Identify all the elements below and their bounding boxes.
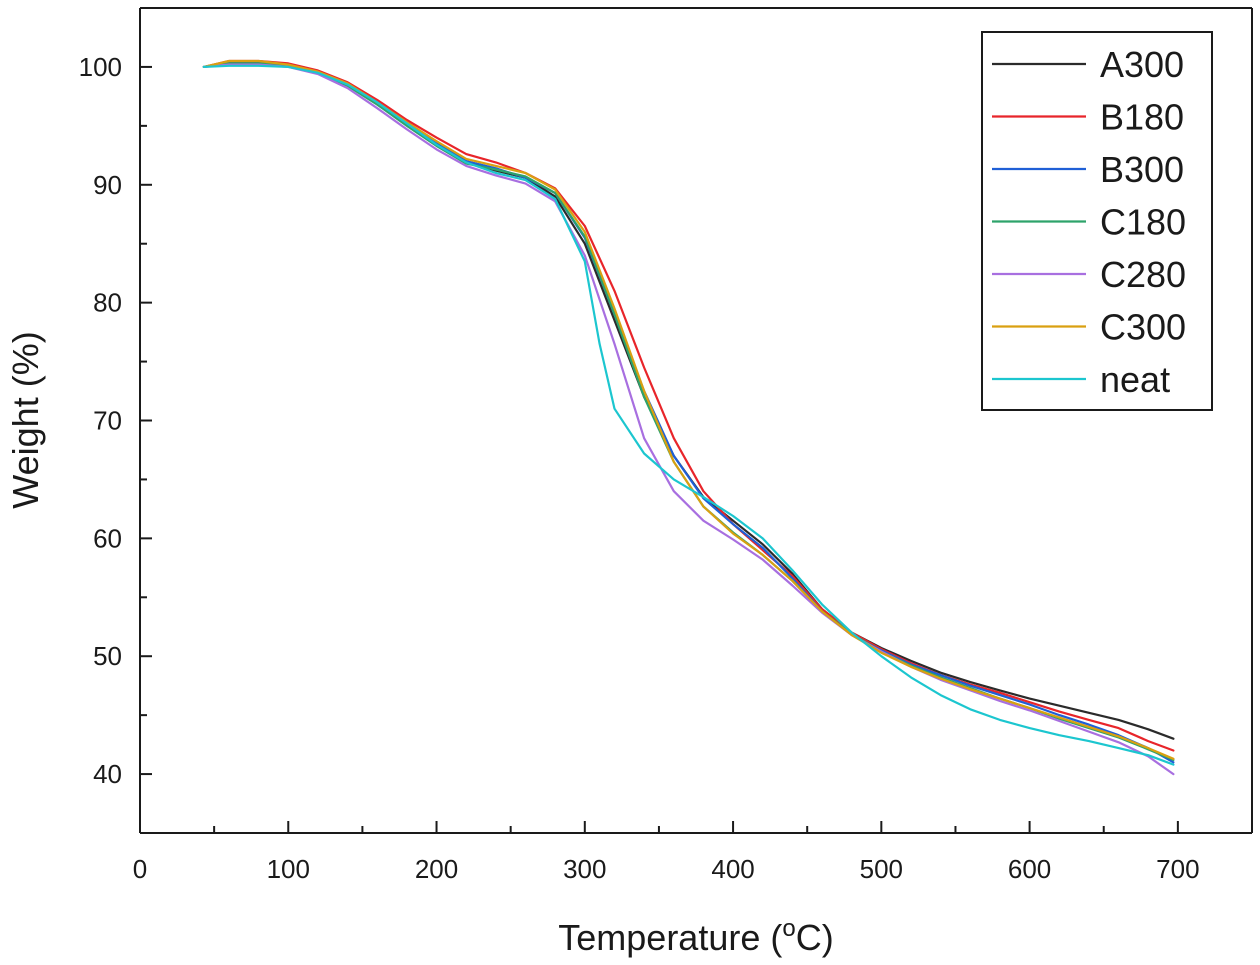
x-axis-title: Temperature (oC) [558,915,833,958]
x-axis-title-degree: o [782,915,795,942]
y-tick-label: 60 [93,523,122,553]
y-tick-label: 40 [93,759,122,789]
legend-label-a300: A300 [1100,44,1184,85]
x-tick-label: 600 [1008,854,1051,884]
x-tick-label: 200 [415,854,458,884]
x-tick-label: 0 [133,854,147,884]
series-line-b180 [202,59,1175,752]
x-tick-label: 700 [1156,854,1199,884]
legend-label-c280: C280 [1100,254,1186,295]
legend-label-neat: neat [1100,359,1170,400]
legend-items: A300 B180 B300 C180 C280 C300 neat [992,44,1186,400]
x-tick-label: 400 [711,854,754,884]
x-axis-title-unit: C) [796,917,834,958]
legend: A300 B180 B300 C180 C280 C300 neat [981,31,1213,411]
series-line-neat [202,64,1175,766]
legend-label-c300: C300 [1100,307,1186,348]
series-line-c280 [202,63,1175,776]
y-tick-label: 70 [93,406,122,436]
y-tick-label: 50 [93,641,122,671]
legend-label-b300: B300 [1100,149,1184,190]
x-tick-label: 500 [860,854,903,884]
series-lines [202,59,1175,776]
y-tick-label: 90 [93,170,122,200]
legend-label-c180: C180 [1100,202,1186,243]
y-tick-label: 80 [93,288,122,318]
x-tick-label: 300 [563,854,606,884]
x-tick-label: 100 [267,854,310,884]
ticks: 0 100 200 300 400 500 600 700 40 50 60 70 80 90 100 [79,52,1200,884]
legend-label-b180: B180 [1100,97,1184,138]
y-tick-label: 100 [79,52,122,82]
y-axis-title: Weight (%) [5,331,46,508]
